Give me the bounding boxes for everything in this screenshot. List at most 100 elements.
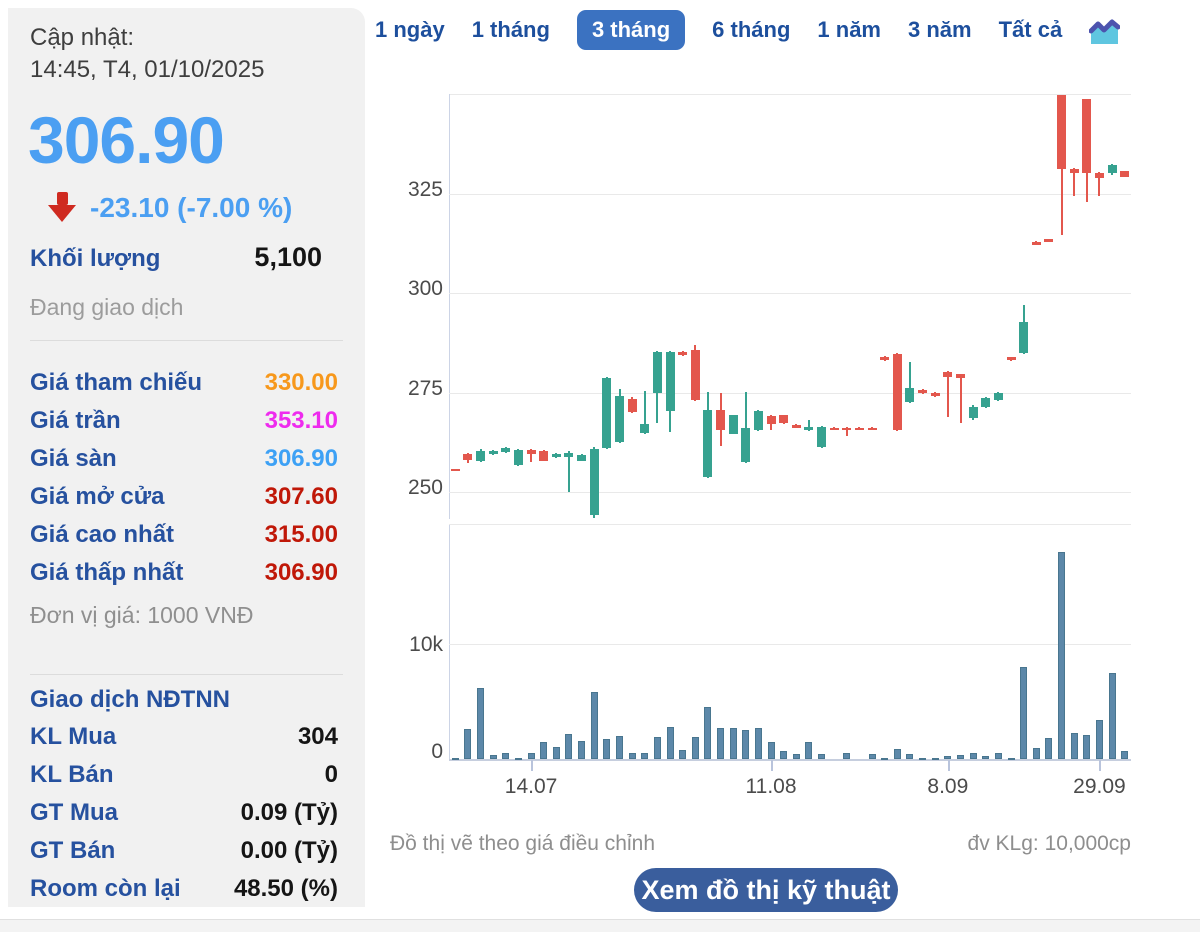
candle-wick [466,453,469,463]
foreign-row-label: KL Mua [30,723,117,750]
tab-3-tháng[interactable]: 3 tháng [576,10,686,50]
volume-bar [1045,738,1053,759]
volume-bar [641,753,649,759]
x-axis-tick [947,760,950,771]
candle-body [1107,165,1117,173]
candle-wick [908,362,911,403]
candle-body [1019,322,1029,354]
price-axis-label: 325 [407,178,443,201]
volume-bar [957,754,964,759]
tab-1-năm[interactable]: 1 năm [817,17,881,42]
volume-bar [729,727,737,759]
volume-bar [818,754,826,759]
foreign-row: Room còn lại 48.50 (%) [30,870,338,908]
price-row: Giá tham chiếu 330.00 [30,364,338,402]
volume-bar [767,741,775,759]
price-row-value: 315.00 [264,521,338,548]
tab-tất-cả[interactable]: Tất cả [998,17,1063,42]
candle-body [993,393,1003,401]
price-row-label: Giá cao nhất [30,521,175,548]
candle-wick [934,392,937,398]
candle-wick [669,350,672,432]
divider [30,340,343,341]
price-gridline [449,392,1131,394]
price-axis-label: 275 [407,376,443,400]
price-info-rows: Giá tham chiếu 330.00 Giá trần 353.10 Giá sà… [30,364,338,592]
volume-bar [477,687,485,759]
price-pane-top-border [449,94,1131,95]
volume-bar [906,754,914,759]
volume-unit-note: đv KLg: 10,000cp [967,832,1131,855]
volume-bar [590,691,598,759]
candle-body [1044,239,1054,242]
volume-axis-label: 10k [409,633,443,656]
candle-wick [820,426,823,448]
candle-body [854,427,864,431]
x-axis-label: 14.07 [504,775,558,798]
candle-wick [770,415,773,430]
candle-body [602,377,612,449]
candle-wick [530,449,533,462]
tab-1-tháng[interactable]: 1 tháng [471,17,550,42]
volume-bar [780,750,788,759]
price-row: Giá trần 353.10 [30,402,338,440]
x-axis-label: 8.09 [927,775,969,798]
candle-wick [631,397,634,413]
candle-body [1094,172,1104,178]
price-gridline [449,293,1131,295]
price-change-row: -23.10 (-7.00 %) [48,192,292,224]
volume-value: 5,100 [254,242,322,272]
price-pane-left-border [449,94,450,519]
candle-body [1120,171,1130,177]
foreign-row-label: GT Bán [30,837,116,864]
volume-bar [691,737,699,759]
volume-label: Khối lượng [30,245,161,272]
volume-bar [994,753,1002,759]
tab-6-tháng[interactable]: 6 tháng [712,17,791,42]
tab-1-ngày[interactable]: 1 ngày [375,17,445,42]
technical-chart-button[interactable]: Xem đồ thị kỹ thuật [634,868,898,912]
foreign-trading-title: Giao dịch NĐTNN [30,686,231,713]
candle-body [981,398,991,407]
volume-bar [893,748,901,759]
volume-bar [843,752,851,759]
candle-body [652,351,662,394]
volume-bar [1032,747,1040,759]
candle-body [1031,242,1041,245]
candle-body [1057,94,1067,169]
area-chart-icon[interactable] [1089,16,1121,45]
candle-body [968,406,978,419]
tab-3-năm[interactable]: 3 năm [908,17,972,42]
volume-bar [653,737,661,759]
candle-wick [744,391,747,463]
divider [30,674,343,675]
candle-wick [1073,167,1076,196]
candle-wick [656,350,659,424]
candle-body [526,450,536,454]
candle-body [741,428,751,462]
volume-bar [717,727,725,759]
volume-bar [451,758,459,761]
foreign-row-label: KL Bán [30,761,114,788]
volume-bar [1058,552,1066,759]
volume-bar [666,726,674,759]
volume-bar [881,757,889,760]
candle-wick [757,409,760,432]
candle-body [1006,357,1016,361]
volume-bar [502,753,510,759]
candle-wick [605,376,608,450]
volume-bar [1095,719,1103,759]
candle-body [817,426,827,448]
x-axis-tick [1099,760,1102,771]
volume-bar [868,754,876,759]
update-timestamp: Cập nhật: 14:45, T4, 01/10/2025 [30,22,264,86]
foreign-row: GT Mua 0.09 (Tỷ) [30,794,338,832]
candle-body [488,450,498,455]
candle-body [779,415,789,423]
candle-wick [959,373,962,424]
candle-wick [946,371,949,418]
price-row-label: Giá tham chiếu [30,369,203,396]
foreign-row: GT Bán 0.00 (Tỷ) [30,832,338,870]
volume-bar [1121,750,1129,759]
candle-wick [555,453,558,459]
